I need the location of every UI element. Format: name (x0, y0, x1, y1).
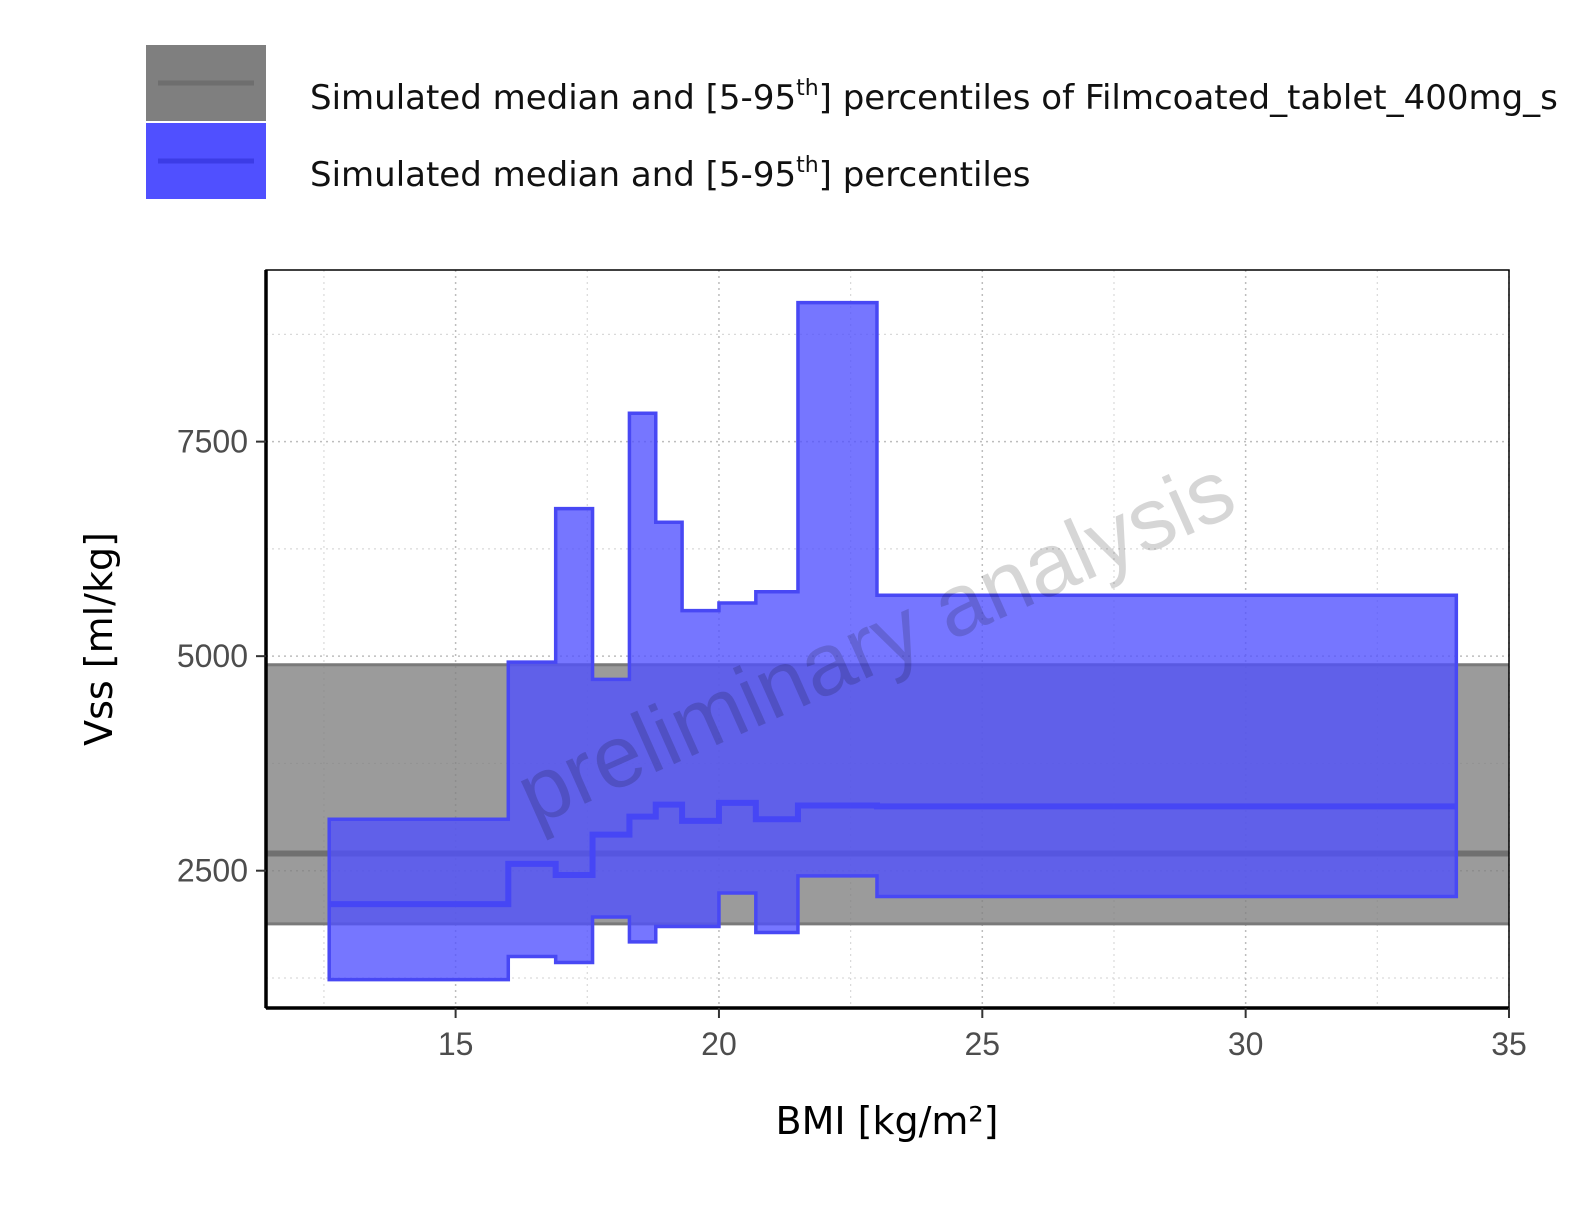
legend-entry-reference: Simulated median and [5-95th] percentile… (146, 45, 1558, 121)
simulated-median-line (329, 799, 1457, 908)
y-tick-label-0: 2500 (177, 853, 248, 889)
y-axis-title: Vss [ml/kg] (77, 532, 121, 746)
x-tick-label-4: 35 (1491, 1026, 1527, 1062)
legend-label-reference-sup: th (796, 76, 819, 101)
y-tick-label-1: 5000 (177, 638, 248, 674)
y-axis-ticks: 2500 5000 7500 (177, 424, 266, 889)
legend-label-reference: Simulated median and [5-95th] percentile… (310, 76, 1558, 118)
legend-label-simulated: Simulated median and [5-95th] percentile… (310, 153, 1030, 195)
y-tick-label-2: 7500 (177, 424, 248, 460)
simulated-band-area (327, 300, 1459, 982)
x-axis-title: BMI [kg/m²] (776, 1099, 999, 1143)
x-tick-label-1: 20 (701, 1026, 737, 1062)
x-tick-label-3: 30 (1228, 1026, 1264, 1062)
x-tick-label-2: 25 (965, 1026, 1001, 1062)
x-axis-ticks: 15 20 25 30 35 (438, 1008, 1527, 1062)
legend-label-simulated-sup: th (796, 153, 819, 178)
legend: Simulated median and [5-95th] percentile… (146, 45, 1558, 199)
simulated-band (327, 300, 1459, 982)
x-tick-label-0: 15 (438, 1026, 474, 1062)
legend-entry-simulated: Simulated median and [5-95th] percentile… (146, 123, 1030, 199)
